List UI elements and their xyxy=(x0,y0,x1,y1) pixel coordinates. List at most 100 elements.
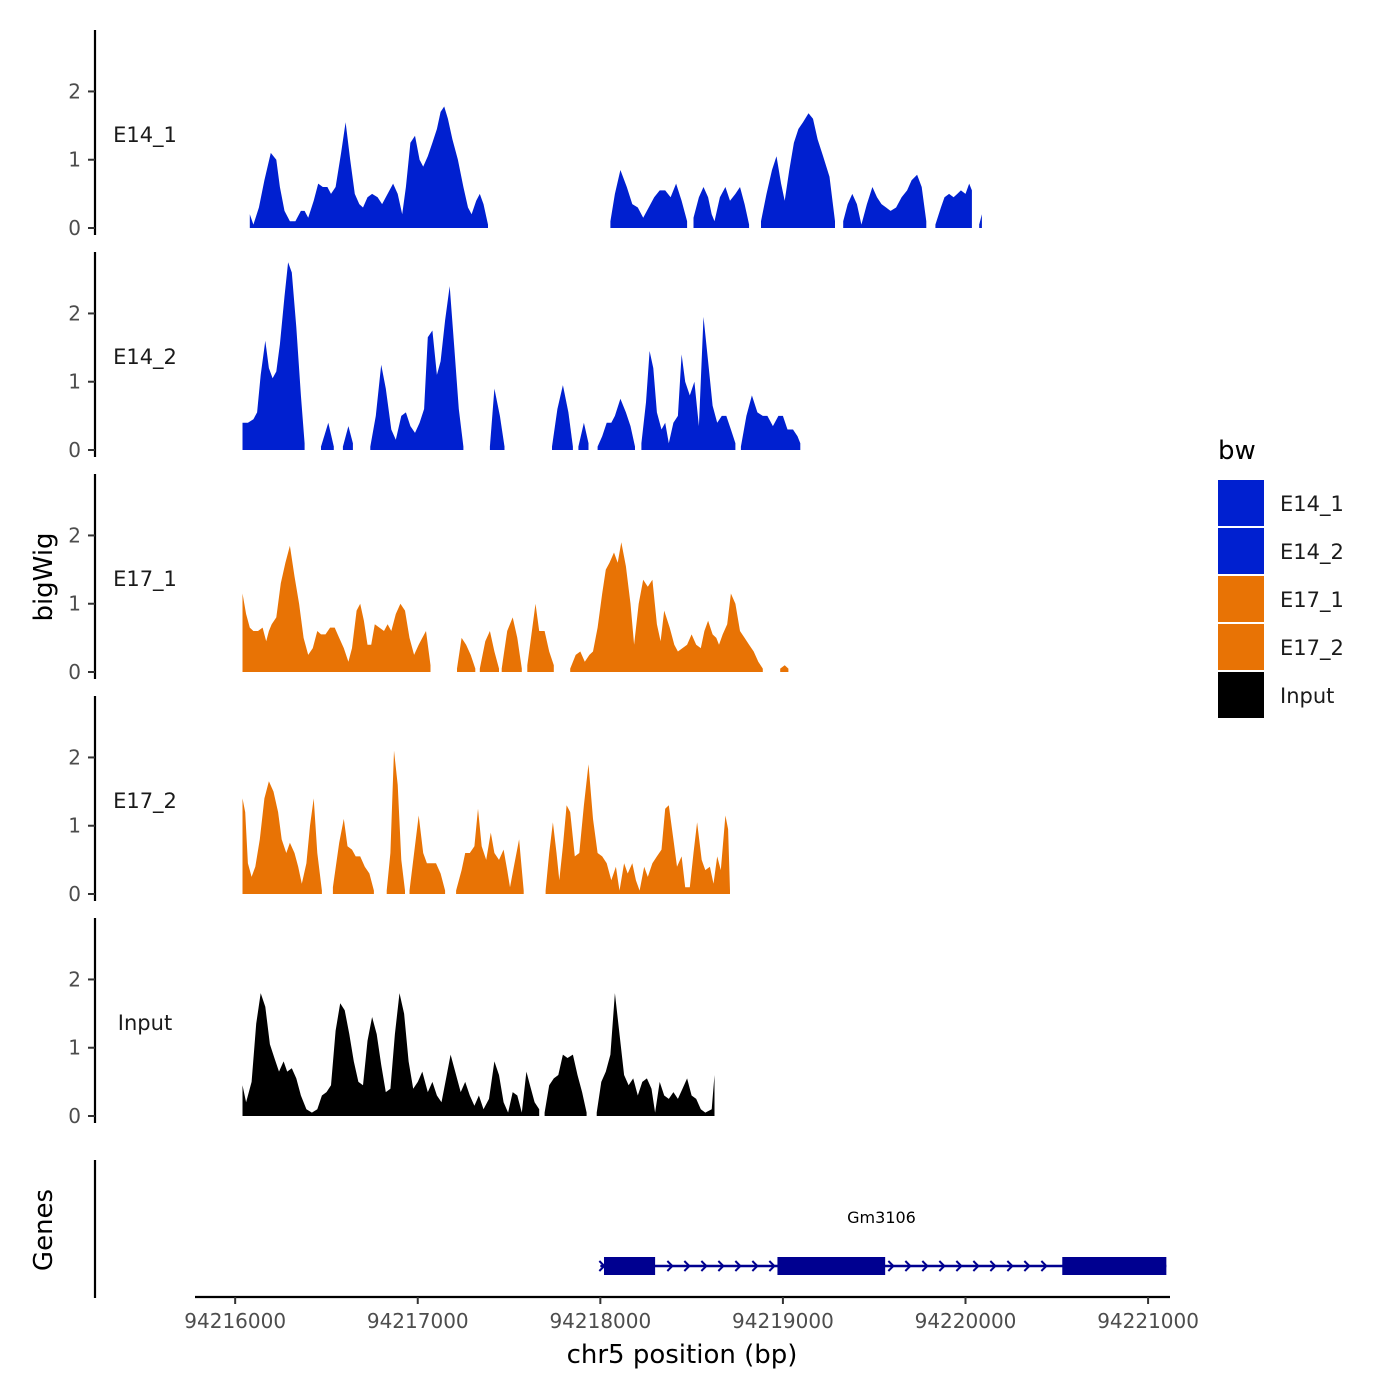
track-label: Input xyxy=(118,1011,172,1035)
legend-label-e17-2: E17_2 xyxy=(1280,636,1344,661)
legend-swatch-e14-2 xyxy=(1218,528,1264,574)
strand-arrow xyxy=(751,1260,759,1272)
coverage-area xyxy=(570,542,763,672)
track-label: E17_2 xyxy=(113,789,177,814)
y-tick-label: 0 xyxy=(68,438,81,462)
coverage-area xyxy=(242,993,540,1116)
legend-swatch-e17-1 xyxy=(1218,576,1264,622)
x-tick-label: 94217000 xyxy=(367,1309,469,1333)
coverage-area xyxy=(242,781,322,894)
coverage-area xyxy=(641,316,736,450)
strand-arrow xyxy=(683,1260,691,1272)
coverage-area xyxy=(242,262,305,450)
coverage-area xyxy=(935,183,972,228)
gene-name-label: Gm3106 xyxy=(847,1208,916,1227)
track-label: E17_1 xyxy=(113,567,177,592)
coverage-area xyxy=(597,398,635,450)
tracks-layer: 0 1 2 E14_1 0 1 2 E14_2 0 1 2 E17_1 0 1 2 E17_2 0 1 2 Input xyxy=(68,30,982,1128)
strand-arrow xyxy=(904,1260,912,1272)
legend-title: bw xyxy=(1218,436,1256,466)
genes-panel: Gm3106 xyxy=(93,1160,1167,1298)
strand-arrow xyxy=(1040,1260,1048,1272)
strand-arrow xyxy=(989,1260,997,1272)
strand-arrow xyxy=(921,1260,929,1272)
y-tick-label: 2 xyxy=(68,523,81,547)
coverage-area xyxy=(342,426,353,450)
track-e14-1: 0 1 2 E14_1 xyxy=(68,30,982,240)
coverage-area xyxy=(979,214,982,228)
strand-arrow xyxy=(1006,1260,1014,1272)
x-tick-label: 94218000 xyxy=(549,1309,651,1333)
coverage-area xyxy=(321,422,334,450)
y-tick-label: 1 xyxy=(68,148,81,172)
y-tick-label: 2 xyxy=(68,301,81,325)
legend-swatch-e17-2 xyxy=(1218,624,1264,670)
x-tick-label: 94216000 xyxy=(184,1309,286,1333)
track-e17-1: 0 1 2 E17_1 xyxy=(68,474,789,684)
coverage-area xyxy=(501,617,522,672)
coverage-area xyxy=(527,603,554,672)
strand-arrow xyxy=(887,1260,895,1272)
gene-exon xyxy=(1062,1257,1167,1275)
coverage-area xyxy=(489,388,505,450)
x-tick-label: 94219000 xyxy=(732,1309,834,1333)
track-label: E14_1 xyxy=(113,123,177,148)
legend: bw E14_1 E14_2 E17_1 E17_2 Input xyxy=(1218,436,1344,718)
legend-label-input: Input xyxy=(1280,684,1334,708)
strand-arrow xyxy=(972,1260,980,1272)
strand-arrow xyxy=(717,1260,725,1272)
y-tick-label: 2 xyxy=(68,79,81,103)
coverage-area xyxy=(409,815,446,894)
legend-label-e17-1: E17_1 xyxy=(1280,588,1344,613)
coverage-area xyxy=(457,637,476,672)
track-input: 0 1 2 Input xyxy=(68,918,715,1128)
strand-arrow xyxy=(700,1260,708,1272)
y-tick-label: 1 xyxy=(68,814,81,838)
coverage-area xyxy=(780,665,789,672)
coverage-area xyxy=(242,545,431,672)
coverage-area xyxy=(610,170,688,228)
coverage-area xyxy=(456,808,524,894)
coverage-area xyxy=(249,106,488,228)
y-axis-title: bigWig xyxy=(29,532,59,621)
coverage-area xyxy=(552,385,573,450)
strand-arrow xyxy=(1023,1260,1031,1272)
coverage-area xyxy=(740,395,801,450)
legend-label-e14-2: E14_2 xyxy=(1280,540,1344,565)
track-e14-2: 0 1 2 E14_2 xyxy=(68,252,801,462)
track-label: E14_2 xyxy=(113,345,177,370)
x-axis: 94216000 94217000 94218000 94219000 94220000… xyxy=(184,1295,1199,1333)
coverage-area xyxy=(544,1054,587,1116)
y-tick-label: 0 xyxy=(68,882,81,906)
coverage-area xyxy=(578,422,589,450)
x-tick-label: 94221000 xyxy=(1097,1309,1199,1333)
legend-swatch-input xyxy=(1218,672,1264,718)
legend-label-e14-1: E14_1 xyxy=(1280,492,1344,517)
legend-swatch-e14-1 xyxy=(1218,480,1264,526)
coverage-area xyxy=(761,113,835,228)
x-axis-title: chr5 position (bp) xyxy=(567,1340,798,1370)
coverage-area xyxy=(479,631,499,672)
y-tick-label: 1 xyxy=(68,1036,81,1060)
strand-arrow xyxy=(734,1260,742,1272)
gene-exon xyxy=(603,1257,656,1275)
coverage-area xyxy=(843,174,927,228)
y-tick-label: 1 xyxy=(68,592,81,616)
coverage-area xyxy=(370,286,464,450)
strand-arrow xyxy=(768,1260,776,1272)
genes-panel-title: Genes xyxy=(29,1189,59,1271)
y-tick-label: 2 xyxy=(68,967,81,991)
track-e17-2: 0 1 2 E17_2 xyxy=(68,696,730,906)
y-tick-label: 2 xyxy=(68,745,81,769)
strand-arrow xyxy=(955,1260,963,1272)
x-tick-label: 94220000 xyxy=(915,1309,1017,1333)
coverage-area xyxy=(545,764,730,894)
gene-exon xyxy=(777,1257,886,1275)
coverage-area xyxy=(332,818,374,894)
strand-arrow xyxy=(938,1260,946,1272)
strand-arrow xyxy=(666,1260,674,1272)
y-tick-label: 0 xyxy=(68,660,81,684)
coverage-area xyxy=(596,993,715,1116)
y-tick-label: 1 xyxy=(68,370,81,394)
